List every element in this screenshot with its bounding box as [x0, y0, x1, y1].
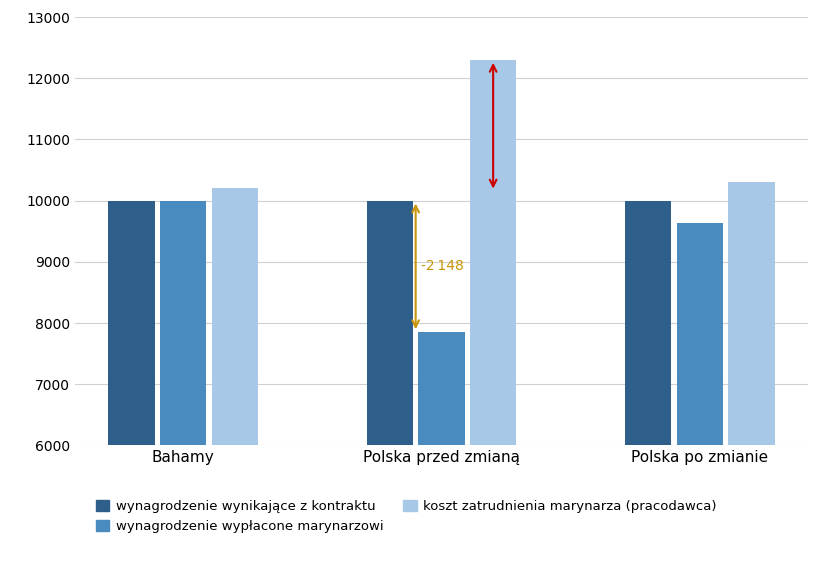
Bar — [470, 60, 516, 571]
Text: -2 148: -2 148 — [421, 259, 464, 274]
Bar — [108, 200, 155, 571]
Legend: wynagrodzenie wynikające z kontraktu, wynagrodzenie wypłacone marynarzowi, koszt: wynagrodzenie wynikające z kontraktu, wy… — [97, 500, 716, 533]
Bar — [367, 200, 413, 571]
Bar — [676, 223, 723, 571]
Bar — [160, 200, 207, 571]
Bar — [625, 200, 671, 571]
Bar — [418, 332, 465, 571]
Bar — [728, 182, 775, 571]
Bar — [212, 188, 258, 571]
